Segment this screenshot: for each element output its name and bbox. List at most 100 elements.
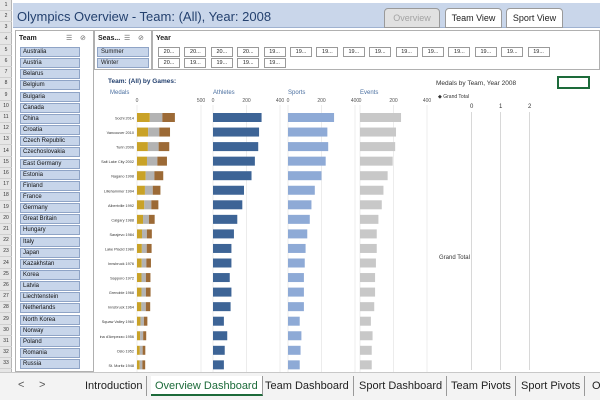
team-item[interactable]: Poland (20, 336, 80, 347)
tab-team-pivots[interactable]: Team Pivots (447, 376, 516, 396)
row-number[interactable]: 14 (0, 146, 12, 157)
team-item[interactable]: Finland (20, 180, 80, 191)
year-item[interactable]: 19... (237, 58, 260, 68)
season-item-winter[interactable]: Winter (97, 58, 149, 68)
team-item[interactable]: Korea (20, 270, 80, 280)
team-item[interactable]: Italy (20, 236, 80, 247)
year-item[interactable]: 20... (184, 47, 207, 57)
tab-sport-pivots[interactable]: Sport Pivots (517, 376, 586, 396)
team-item[interactable]: Great Britain (20, 214, 80, 225)
team-view-button[interactable]: Team View (445, 8, 502, 28)
team-item[interactable]: Japan (20, 247, 80, 258)
row-number[interactable]: 9 (0, 90, 12, 101)
row-number[interactable]: 20 (0, 213, 12, 224)
team-item[interactable]: Russia (20, 359, 80, 370)
team-item[interactable]: Hungary (20, 225, 80, 236)
tab-overview-dashboard[interactable]: Overview Dashboard (151, 376, 263, 396)
multi-select-icon[interactable]: ☰ (66, 35, 73, 42)
row-number[interactable]: 3 (0, 22, 12, 34)
row-number[interactable]: 1 (0, 0, 12, 11)
year-item[interactable]: 19... (369, 47, 392, 57)
row-number[interactable]: 25 (0, 269, 12, 280)
row-number[interactable]: 29 (0, 314, 12, 325)
selected-cell[interactable] (557, 76, 590, 89)
row-number[interactable]: 11 (0, 112, 12, 123)
season-item-summer[interactable]: Summer (97, 47, 149, 57)
team-item[interactable]: North Korea (20, 314, 80, 325)
tab-introduction[interactable]: Introduction (81, 376, 148, 396)
season-multi-select-icon[interactable]: ☰ (124, 35, 131, 42)
year-item[interactable]: 19... (263, 47, 286, 57)
row-number[interactable]: 5 (0, 45, 12, 56)
year-item[interactable]: 20... (237, 47, 260, 57)
team-item[interactable]: France (20, 191, 80, 202)
row-number[interactable]: 31 (0, 336, 12, 347)
year-item[interactable]: 19... (290, 47, 312, 57)
year-item[interactable]: 19... (395, 47, 418, 57)
row-number[interactable]: 10 (0, 101, 12, 112)
overview-button[interactable]: Overview (384, 8, 440, 28)
team-item[interactable]: Austria (20, 58, 80, 69)
year-item[interactable]: 20... (158, 47, 180, 57)
year-item[interactable]: 19... (474, 47, 497, 57)
row-number[interactable]: 33 (0, 358, 12, 370)
row-number[interactable]: 8 (0, 78, 12, 90)
season-clear-filter-icon[interactable]: ⊘ (138, 35, 144, 42)
team-item[interactable]: East Germany (20, 158, 80, 169)
team-item[interactable]: Liechtenstein (20, 292, 80, 303)
row-number[interactable]: 2 (0, 11, 12, 23)
team-item[interactable]: China (20, 113, 80, 124)
row-number[interactable]: 27 (0, 291, 12, 303)
row-number[interactable]: 15 (0, 157, 12, 168)
team-item[interactable]: Canada (20, 102, 80, 113)
row-number[interactable]: 32 (0, 347, 12, 359)
tab-sport-dashboard[interactable]: Sport Dashboard (355, 376, 448, 396)
team-item[interactable]: Romania (20, 348, 80, 359)
team-item[interactable]: Germany (20, 203, 80, 214)
row-number[interactable]: 22 (0, 235, 12, 247)
year-item[interactable]: 20... (210, 47, 233, 57)
team-item[interactable]: Australia (20, 47, 80, 57)
team-item[interactable]: Bulgaria (20, 91, 80, 102)
team-item[interactable]: Czech Republic (20, 136, 80, 147)
year-item[interactable]: 19... (210, 58, 233, 68)
row-number[interactable]: 16 (0, 168, 12, 179)
row-number[interactable]: 19 (0, 202, 12, 213)
team-item[interactable]: Croatia (20, 125, 80, 136)
year-item[interactable]: 19... (501, 47, 524, 57)
year-item[interactable]: 20... (158, 58, 180, 68)
team-item[interactable]: Netherlands (20, 303, 80, 314)
prev-sheet-icon[interactable]: < (18, 379, 25, 391)
row-number[interactable]: 4 (0, 34, 12, 45)
row-number[interactable]: 12 (0, 123, 12, 135)
year-item[interactable]: 19... (263, 58, 286, 68)
year-item[interactable]: 19... (342, 47, 365, 57)
clear-filter-icon[interactable]: ⊘ (80, 35, 86, 42)
team-item[interactable]: Estonia (20, 169, 80, 180)
row-number[interactable]: 24 (0, 258, 12, 269)
team-item[interactable]: Latvia (20, 281, 80, 292)
year-item[interactable]: 19... (316, 47, 339, 57)
row-number[interactable]: 6 (0, 56, 12, 67)
row-number[interactable]: 26 (0, 280, 12, 291)
row-number[interactable]: 23 (0, 246, 12, 258)
team-item[interactable]: Kazakhstan (20, 258, 80, 269)
year-item[interactable]: 19... (448, 47, 471, 57)
next-sheet-icon[interactable]: > (39, 379, 46, 391)
row-number[interactable]: 30 (0, 325, 12, 336)
sport-view-button[interactable]: Sport View (506, 8, 563, 28)
row-number[interactable]: 18 (0, 190, 12, 202)
row-number[interactable]: 17 (0, 179, 12, 191)
row-number[interactable]: 21 (0, 224, 12, 235)
tab-overflow[interactable]: O (592, 380, 600, 392)
team-item[interactable]: Norway (20, 325, 80, 336)
team-item[interactable]: Belgium (20, 80, 80, 91)
tab-team-dashboard[interactable]: Team Dashboard (261, 376, 354, 396)
year-item[interactable]: 19... (184, 58, 207, 68)
row-number[interactable]: 13 (0, 134, 12, 146)
row-number[interactable]: 7 (0, 67, 12, 79)
team-item[interactable]: Belarus (20, 69, 80, 80)
year-item[interactable]: 19... (527, 47, 550, 57)
year-item[interactable]: 19... (422, 47, 444, 57)
team-item[interactable]: Czechoslovakia (20, 147, 80, 158)
